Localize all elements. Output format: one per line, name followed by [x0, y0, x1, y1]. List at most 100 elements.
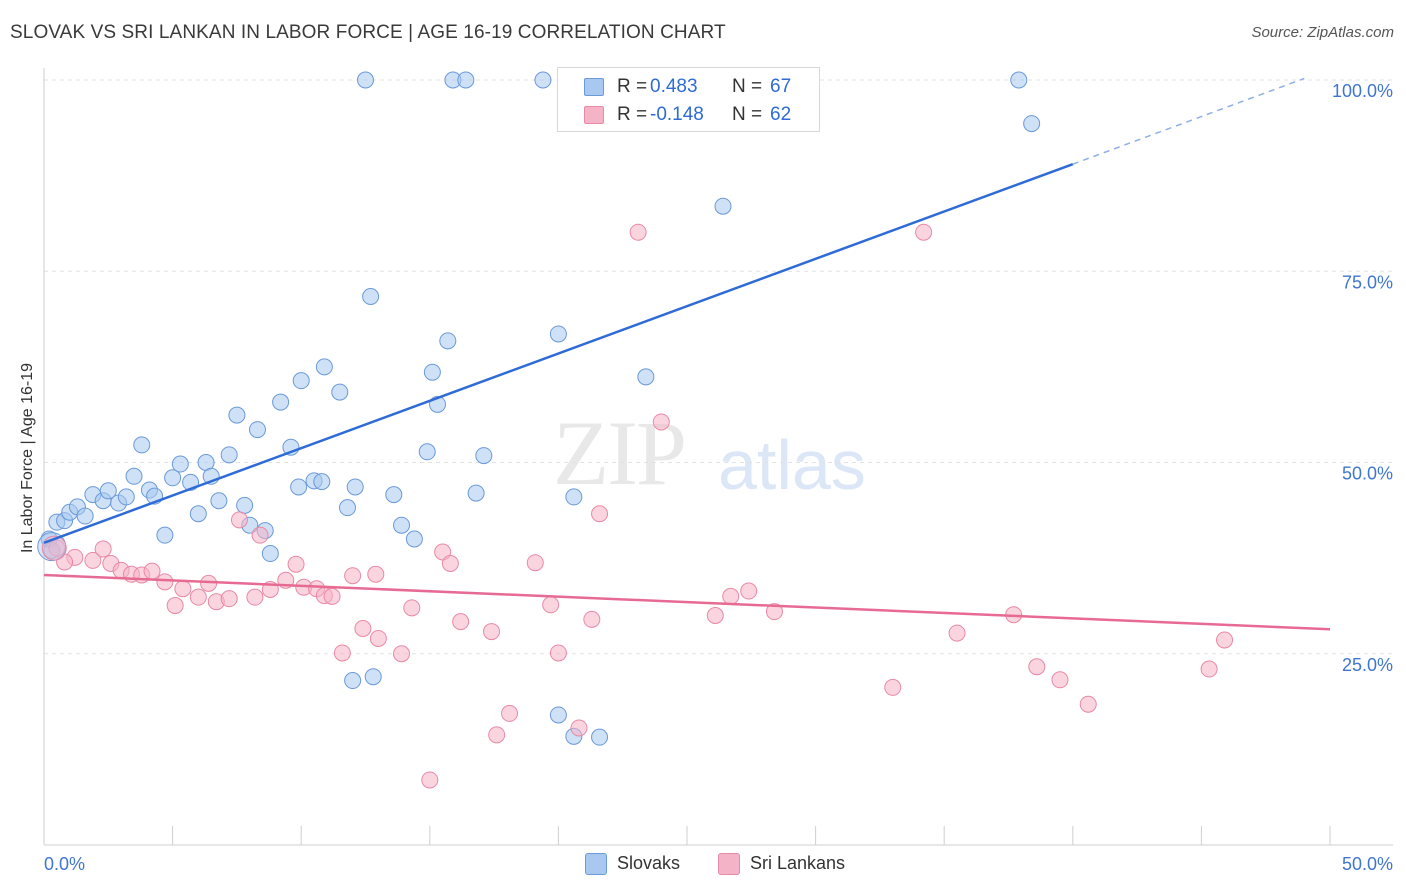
point-slovaks: [467, 484, 485, 502]
point-sri-lankans: [501, 704, 519, 722]
point-sri-lankans: [549, 644, 567, 662]
point-slovaks: [290, 478, 308, 496]
point-slovaks: [549, 325, 567, 343]
point-sri-lankans: [323, 587, 341, 605]
point-slovaks: [591, 728, 609, 746]
point-slovaks: [346, 478, 364, 496]
point-sri-lankans: [1051, 671, 1069, 689]
point-sri-lankans: [354, 620, 372, 638]
x-tick-label: 0.0%: [44, 854, 85, 874]
stats-swatch-sri-lankans: [584, 106, 604, 124]
point-slovaks: [156, 526, 174, 544]
point-slovaks: [364, 668, 382, 686]
y-tick-label: 50.0%: [1342, 464, 1393, 484]
legend-swatch-slovaks: [585, 853, 607, 875]
point-slovaks: [228, 406, 246, 424]
trendline-sri-lankans: [43, 573, 1331, 631]
point-sri-lankans: [722, 587, 740, 605]
point-sri-lankans: [948, 624, 966, 642]
point-slovaks: [99, 482, 117, 500]
y-tick-label: 100.0%: [1332, 81, 1393, 101]
n-label: N =: [732, 76, 763, 97]
point-sri-lankans: [1079, 695, 1097, 713]
point-sri-lankans: [441, 554, 459, 572]
point-slovaks: [189, 505, 207, 523]
point-slovaks: [439, 332, 457, 350]
point-slovaks: [534, 71, 552, 89]
r-label: R =: [617, 76, 648, 97]
point-sri-lankans: [1216, 631, 1234, 649]
point-slovaks: [171, 455, 189, 473]
n-label: N =: [732, 104, 763, 125]
stats-row-slovaks: R = 0.483 N = 67: [558, 73, 819, 99]
point-sri-lankans: [488, 726, 506, 744]
legend-swatch-sri-lankans: [718, 853, 740, 875]
point-sri-lankans: [166, 597, 184, 615]
point-sri-lankans: [393, 645, 411, 663]
n-value: 62: [770, 104, 792, 125]
stats-box: R = 0.483 N = 67 R = -0.148 N = 62: [557, 67, 820, 132]
point-sri-lankans: [84, 551, 102, 569]
point-slovaks: [357, 71, 374, 89]
point-sri-lankans: [48, 539, 66, 557]
point-sri-lankans: [156, 573, 174, 591]
point-sri-lankans: [251, 526, 269, 544]
point-sri-lankans: [1200, 660, 1218, 678]
point-sri-lankans: [220, 590, 238, 608]
trendline-slovaks: [43, 162, 1074, 544]
point-sri-lankans: [174, 580, 192, 598]
x-tick-label: 50.0%: [1342, 854, 1393, 874]
point-sri-lankans: [483, 623, 501, 641]
point-slovaks: [475, 447, 493, 465]
point-sri-lankans: [230, 511, 248, 529]
point-sri-lankans: [287, 555, 305, 573]
point-slovaks: [261, 545, 279, 563]
trendline-slovaks-extension: [1072, 77, 1305, 165]
y-tick-label: 75.0%: [1342, 272, 1393, 292]
point-slovaks: [248, 421, 266, 439]
point-slovaks: [338, 499, 356, 517]
point-sri-lankans: [143, 562, 161, 580]
point-sri-lankans: [94, 540, 112, 558]
point-slovaks: [423, 363, 441, 381]
legend-label-slovaks: Slovaks: [617, 853, 681, 873]
point-slovaks: [565, 488, 583, 506]
point-slovaks: [272, 393, 290, 411]
point-sri-lankans: [246, 588, 264, 606]
point-sri-lankans: [367, 565, 385, 583]
point-sri-lankans: [1028, 658, 1046, 676]
point-slovaks: [457, 71, 475, 89]
point-slovaks: [418, 443, 436, 461]
point-sri-lankans: [526, 554, 544, 572]
point-slovaks: [315, 358, 333, 376]
point-slovaks: [313, 473, 331, 491]
point-sri-lankans: [421, 771, 439, 789]
r-label: R =: [617, 104, 648, 125]
point-slovaks: [362, 287, 380, 305]
r-value: 0.483: [650, 76, 698, 97]
source-label: Source: ZipAtlas.com: [1251, 24, 1394, 41]
point-slovaks: [1010, 71, 1028, 89]
legend-label-sri-lankans: Sri Lankans: [750, 853, 846, 873]
point-sri-lankans: [765, 603, 783, 621]
point-sri-lankans: [189, 588, 207, 606]
point-slovaks: [549, 706, 567, 724]
point-slovaks: [164, 469, 182, 487]
point-sri-lankans: [452, 613, 470, 631]
point-sri-lankans: [344, 567, 362, 585]
stats-row-sri-lankans: R = -0.148 N = 62: [558, 101, 819, 127]
point-slovaks: [210, 492, 228, 510]
point-slovaks: [292, 372, 310, 390]
point-slovaks: [637, 368, 655, 386]
r-value: -0.148: [650, 104, 704, 125]
point-sri-lankans: [915, 223, 933, 241]
point-sri-lankans: [583, 610, 601, 628]
point-slovaks: [714, 197, 732, 215]
point-sri-lankans: [591, 505, 609, 523]
point-slovaks: [393, 516, 411, 534]
point-slovaks: [133, 436, 151, 454]
point-slovaks: [76, 507, 94, 525]
point-sri-lankans: [369, 629, 387, 647]
point-sri-lankans: [570, 719, 588, 737]
